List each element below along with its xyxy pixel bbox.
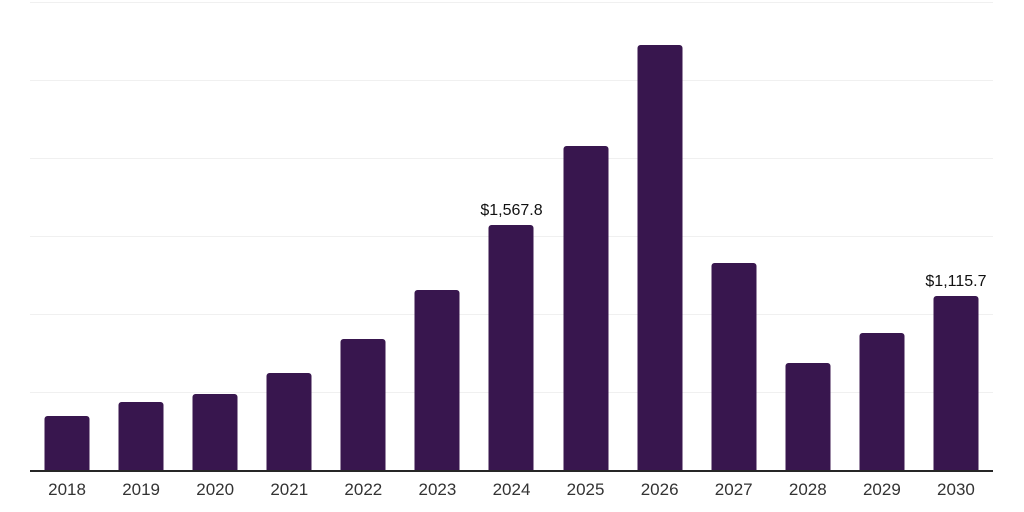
x-tick-label-2030: 2030: [937, 480, 975, 499]
bar-2025: [563, 145, 609, 470]
plot-area: $1,567.8 $1,115.7: [30, 2, 993, 472]
bar-2026: [637, 44, 683, 470]
gridline-2000: [30, 158, 993, 159]
bar-2019: [118, 402, 164, 470]
bar-2030: [933, 295, 979, 470]
bar-2028: [785, 363, 831, 470]
bar-2018: [44, 416, 90, 470]
bar-2029: [859, 333, 905, 470]
bar-column-2024: $1,567.8: [474, 2, 548, 470]
bar-column-2018: [30, 2, 104, 470]
x-tick-label-2028: 2028: [788, 480, 827, 499]
x-tick-label-2019: 2019: [122, 480, 161, 499]
x-tick-label-2026: 2026: [640, 480, 679, 499]
x-tick-label-2020: 2020: [196, 480, 235, 499]
gridline-3000: [30, 2, 993, 3]
bar-2024: [488, 225, 534, 470]
x-axis-labels: 2018 2019 2020 2021 2022 2023 2024 2025 2026 2027…: [30, 480, 993, 504]
bar-2027: [711, 263, 757, 470]
bar-column-2027: [697, 2, 771, 470]
bar-column-2026: [623, 2, 697, 470]
bar-2023: [414, 290, 460, 470]
x-tick-label-2024: 2024: [492, 480, 531, 499]
bar-column-2030: $1,115.7: [919, 2, 993, 470]
bar-column-2025: [549, 2, 623, 470]
bar-2020: [192, 394, 238, 470]
x-tick-label-2027: 2027: [714, 480, 753, 499]
bar-column-2028: [771, 2, 845, 470]
gridline-2500: [30, 80, 993, 81]
bar-column-2023: [400, 2, 474, 470]
x-tick-label-2023: 2023: [418, 480, 457, 499]
data-label-2024: $1,567.8: [480, 202, 543, 220]
x-tick-label-2029: 2029: [862, 480, 901, 499]
bar-2021: [266, 372, 312, 470]
x-tick-label-2022: 2022: [344, 480, 383, 499]
bar-column-2020: [178, 2, 252, 470]
x-tick-label-2021: 2021: [270, 480, 309, 499]
data-label-2030: $1,115.7: [925, 272, 987, 290]
bar-column-2019: [104, 2, 178, 470]
x-tick-label-2018: 2018: [48, 480, 86, 499]
bar-column-2021: [252, 2, 326, 470]
bar-2022: [340, 339, 386, 470]
x-tick-label-2025: 2025: [566, 480, 605, 499]
bar-column-2029: [845, 2, 919, 470]
bar-column-2022: [326, 2, 400, 470]
